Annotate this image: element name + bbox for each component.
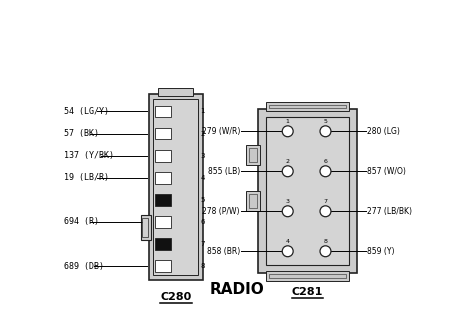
- Text: C280: C280: [160, 292, 191, 302]
- Bar: [266, 102, 349, 112]
- Bar: [155, 238, 172, 250]
- Text: 855 (LB): 855 (LB): [208, 167, 240, 176]
- Bar: [155, 216, 172, 228]
- Circle shape: [282, 206, 293, 217]
- Bar: [158, 88, 193, 96]
- Text: 4: 4: [286, 239, 290, 244]
- Text: 54 (LG/Y): 54 (LG/Y): [64, 107, 109, 116]
- Circle shape: [282, 246, 293, 257]
- Text: 1: 1: [200, 109, 205, 114]
- Circle shape: [320, 206, 331, 217]
- Bar: [155, 172, 172, 184]
- Text: 3: 3: [286, 199, 290, 204]
- Text: 277 (LB/BK): 277 (LB/BK): [367, 207, 412, 216]
- Text: 278 (P/W): 278 (P/W): [202, 207, 240, 216]
- Bar: [148, 94, 203, 280]
- Text: 57 (BK): 57 (BK): [64, 129, 99, 138]
- Bar: [155, 106, 172, 117]
- Text: 6: 6: [324, 159, 328, 164]
- Circle shape: [320, 246, 331, 257]
- Text: 4: 4: [200, 175, 205, 181]
- Text: 19 (LB/R): 19 (LB/R): [64, 173, 109, 182]
- Text: 859 (Y): 859 (Y): [367, 247, 395, 256]
- Text: 3: 3: [200, 153, 205, 159]
- Bar: [258, 110, 357, 273]
- Bar: [249, 194, 257, 208]
- Text: 689 (DB): 689 (DB): [64, 262, 104, 271]
- Text: 694 (R): 694 (R): [64, 217, 99, 226]
- Circle shape: [282, 166, 293, 177]
- Text: 858 (BR): 858 (BR): [207, 247, 240, 256]
- Bar: [155, 150, 172, 162]
- Text: 1: 1: [286, 119, 290, 124]
- Text: 7: 7: [200, 241, 205, 247]
- Text: 7: 7: [323, 199, 328, 204]
- Bar: [141, 215, 151, 240]
- Circle shape: [282, 126, 293, 137]
- Text: 280 (LG): 280 (LG): [367, 127, 400, 136]
- Bar: [155, 194, 172, 206]
- Text: RADIO: RADIO: [210, 282, 264, 297]
- Bar: [155, 128, 172, 139]
- Bar: [155, 260, 172, 272]
- Text: 2: 2: [200, 131, 205, 137]
- Bar: [246, 145, 260, 165]
- Text: 6: 6: [200, 219, 205, 225]
- Text: C281: C281: [292, 287, 323, 297]
- Text: 5: 5: [324, 119, 328, 124]
- Text: 137 (Y/BK): 137 (Y/BK): [64, 151, 114, 160]
- Bar: [266, 271, 349, 281]
- Circle shape: [320, 166, 331, 177]
- Bar: [154, 99, 198, 275]
- Circle shape: [320, 126, 331, 137]
- Text: 8: 8: [324, 239, 328, 244]
- Text: 279 (W/R): 279 (W/R): [201, 127, 240, 136]
- Text: 2: 2: [286, 159, 290, 164]
- Bar: [266, 117, 349, 265]
- Text: 8: 8: [200, 263, 205, 269]
- Bar: [246, 191, 260, 211]
- Bar: [269, 105, 346, 109]
- Text: 5: 5: [200, 197, 205, 203]
- Bar: [142, 217, 147, 238]
- Bar: [249, 148, 257, 162]
- Text: 857 (W/O): 857 (W/O): [367, 167, 406, 176]
- Bar: [269, 274, 346, 278]
